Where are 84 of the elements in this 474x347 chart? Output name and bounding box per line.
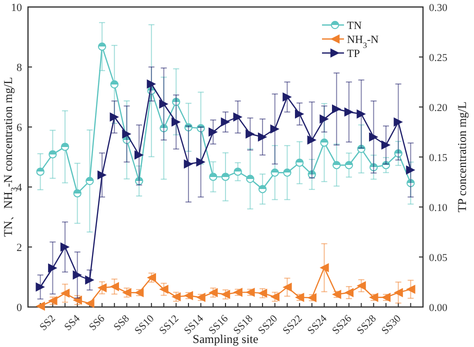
point bbox=[60, 288, 70, 298]
point bbox=[270, 124, 280, 134]
point bbox=[283, 168, 292, 177]
point bbox=[159, 284, 168, 294]
point bbox=[320, 138, 328, 147]
y2-tick-label: 0.10 bbox=[429, 203, 448, 214]
x-tick-label: SS2 bbox=[38, 313, 58, 334]
y-tick-label: 8 bbox=[16, 62, 22, 74]
point bbox=[184, 159, 194, 169]
point bbox=[208, 127, 218, 137]
point bbox=[110, 282, 120, 292]
y2-tick-label: 0.30 bbox=[429, 3, 448, 14]
point bbox=[234, 168, 242, 176]
x-tick-label: SS8 bbox=[112, 313, 132, 334]
point bbox=[72, 270, 82, 280]
point bbox=[221, 172, 230, 181]
point bbox=[60, 142, 70, 151]
point bbox=[160, 124, 168, 132]
point bbox=[381, 140, 391, 150]
point bbox=[159, 99, 168, 109]
point bbox=[258, 185, 267, 194]
point bbox=[282, 92, 292, 102]
point bbox=[85, 275, 94, 285]
point bbox=[320, 263, 329, 272]
point bbox=[356, 281, 366, 290]
point bbox=[246, 174, 254, 183]
y-tick-label: 0 bbox=[16, 302, 22, 314]
point bbox=[282, 282, 292, 292]
y-tick-label: 6 bbox=[16, 122, 22, 134]
point bbox=[406, 179, 415, 188]
point bbox=[258, 132, 268, 142]
x-tick-label: SS6 bbox=[87, 313, 108, 334]
point bbox=[36, 168, 44, 176]
point bbox=[295, 158, 304, 167]
point bbox=[97, 283, 107, 292]
point bbox=[220, 117, 230, 127]
point bbox=[85, 298, 94, 308]
y2-tick-label: 0.20 bbox=[429, 103, 448, 114]
point bbox=[122, 129, 132, 139]
y2-tick-label: 0.15 bbox=[429, 153, 448, 164]
point bbox=[406, 284, 416, 294]
point bbox=[233, 112, 242, 122]
point bbox=[209, 172, 218, 181]
point bbox=[98, 42, 106, 51]
point bbox=[356, 109, 366, 119]
point bbox=[394, 288, 403, 298]
point bbox=[294, 109, 304, 119]
point bbox=[332, 104, 342, 114]
point bbox=[344, 288, 354, 298]
point bbox=[307, 135, 317, 145]
point bbox=[270, 168, 279, 177]
y2-tick-label: 0.25 bbox=[429, 53, 448, 64]
point bbox=[73, 189, 82, 198]
point bbox=[332, 161, 341, 170]
point bbox=[97, 170, 107, 180]
y2-tick-label: 0.05 bbox=[429, 253, 448, 264]
legend-label: TP bbox=[347, 48, 360, 60]
y2-axis-title: TP concentration mg/L bbox=[455, 102, 469, 212]
point bbox=[246, 129, 255, 139]
point bbox=[36, 282, 45, 292]
point bbox=[344, 107, 354, 117]
point bbox=[394, 149, 402, 158]
y2-tick-label: 0.00 bbox=[429, 303, 448, 314]
point bbox=[406, 165, 416, 175]
point bbox=[172, 117, 181, 127]
point bbox=[369, 132, 378, 142]
point bbox=[48, 263, 58, 273]
y-tick-label: 10 bbox=[11, 2, 22, 14]
legend-label: TN bbox=[347, 20, 362, 32]
point bbox=[320, 114, 329, 124]
point bbox=[172, 98, 180, 106]
y-tick-label: 2 bbox=[16, 242, 22, 254]
x-tick-label: SS4 bbox=[62, 312, 84, 334]
point bbox=[48, 150, 57, 158]
point bbox=[60, 242, 70, 252]
point bbox=[134, 150, 144, 160]
point bbox=[110, 80, 119, 88]
point bbox=[344, 161, 354, 170]
point bbox=[86, 176, 94, 186]
y-tick-label: 4 bbox=[16, 182, 22, 194]
point bbox=[394, 117, 403, 127]
point bbox=[36, 302, 45, 311]
point bbox=[146, 79, 156, 89]
legend-label: NH$_{3}$-N bbox=[347, 34, 379, 50]
